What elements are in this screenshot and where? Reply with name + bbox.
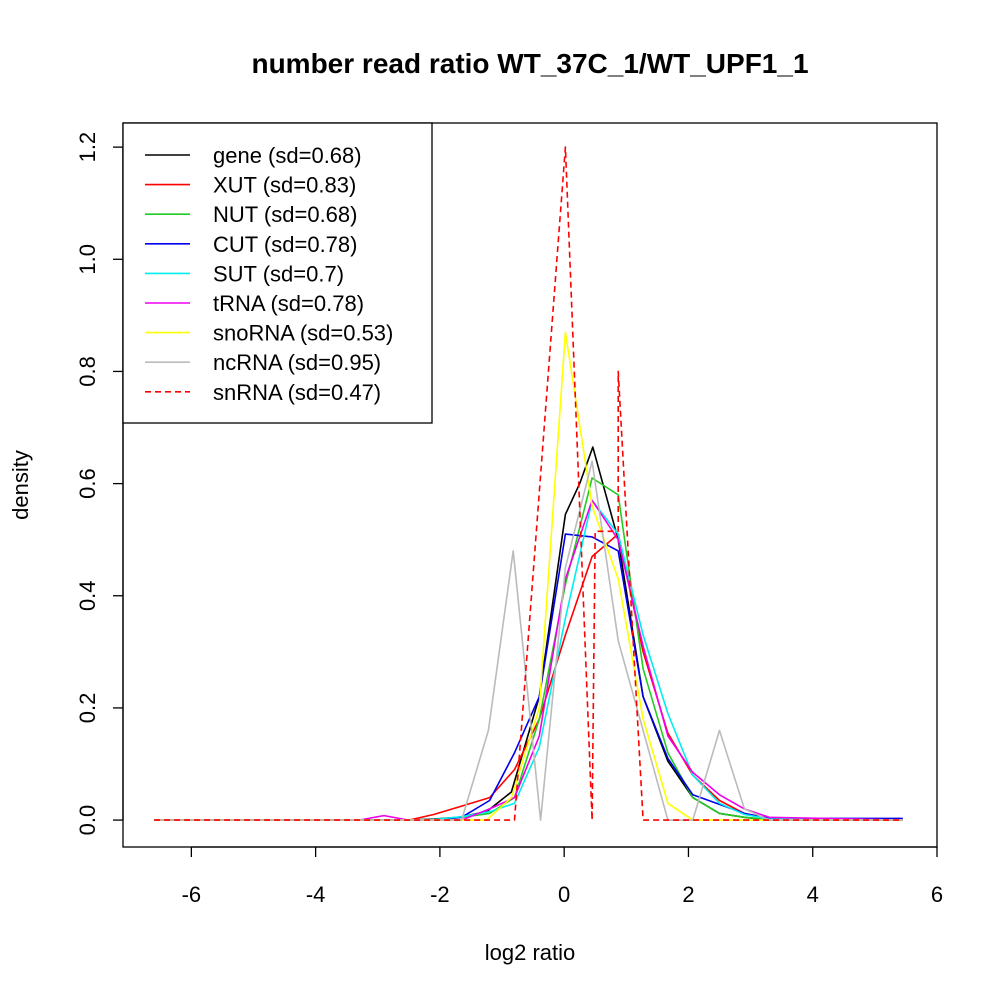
x-tick-label: -6: [182, 882, 202, 907]
legend-entry-label: snoRNA (sd=0.53): [213, 321, 393, 346]
legend-entry-label: ncRNA (sd=0.95): [213, 350, 381, 375]
y-axis-label: density: [8, 450, 33, 520]
legend-entry-label: CUT (sd=0.78): [213, 232, 357, 257]
chart-title: number read ratio WT_37C_1/WT_UPF1_1: [251, 48, 808, 79]
legend-entry-label: gene (sd=0.68): [213, 143, 362, 168]
y-tick-label: 1.2: [75, 132, 100, 163]
y-tick-label: 0.8: [75, 356, 100, 387]
y-tick-label: 0.6: [75, 468, 100, 499]
x-axis-label: log2 ratio: [485, 940, 576, 965]
x-tick-label: 4: [807, 882, 819, 907]
x-tick-label: 0: [558, 882, 570, 907]
legend-entry-label: NUT (sd=0.68): [213, 202, 357, 227]
series-layer: [154, 146, 903, 821]
x-tick-label: 2: [682, 882, 694, 907]
x-tick-label: -4: [306, 882, 326, 907]
legend: gene (sd=0.68) XUT (sd=0.83) NUT (sd=0.68)…: [122, 122, 433, 424]
x-tick-label: 6: [931, 882, 943, 907]
axes-layer: -6 -4 -2 0 2 4 6 0.0 0.2 0.4 0.6 0.8 1.0 1.2: [75, 122, 943, 907]
legend-entry-label: SUT (sd=0.7): [213, 261, 344, 286]
series-line-8: [154, 146, 903, 821]
legend-entry-label: XUT (sd=0.83): [213, 173, 356, 198]
y-tick-label: 1.0: [75, 244, 100, 275]
y-tick-label: 0.4: [75, 580, 100, 611]
legend-entry-label: tRNA (sd=0.78): [213, 291, 364, 316]
series-line-6: [154, 331, 903, 821]
legend-entry-label: snRNA (sd=0.47): [213, 380, 381, 405]
y-tick-label: 0.0: [75, 805, 100, 836]
x-tick-label: -2: [430, 882, 450, 907]
y-tick-label: 0.2: [75, 693, 100, 724]
series-line-7: [154, 460, 903, 821]
